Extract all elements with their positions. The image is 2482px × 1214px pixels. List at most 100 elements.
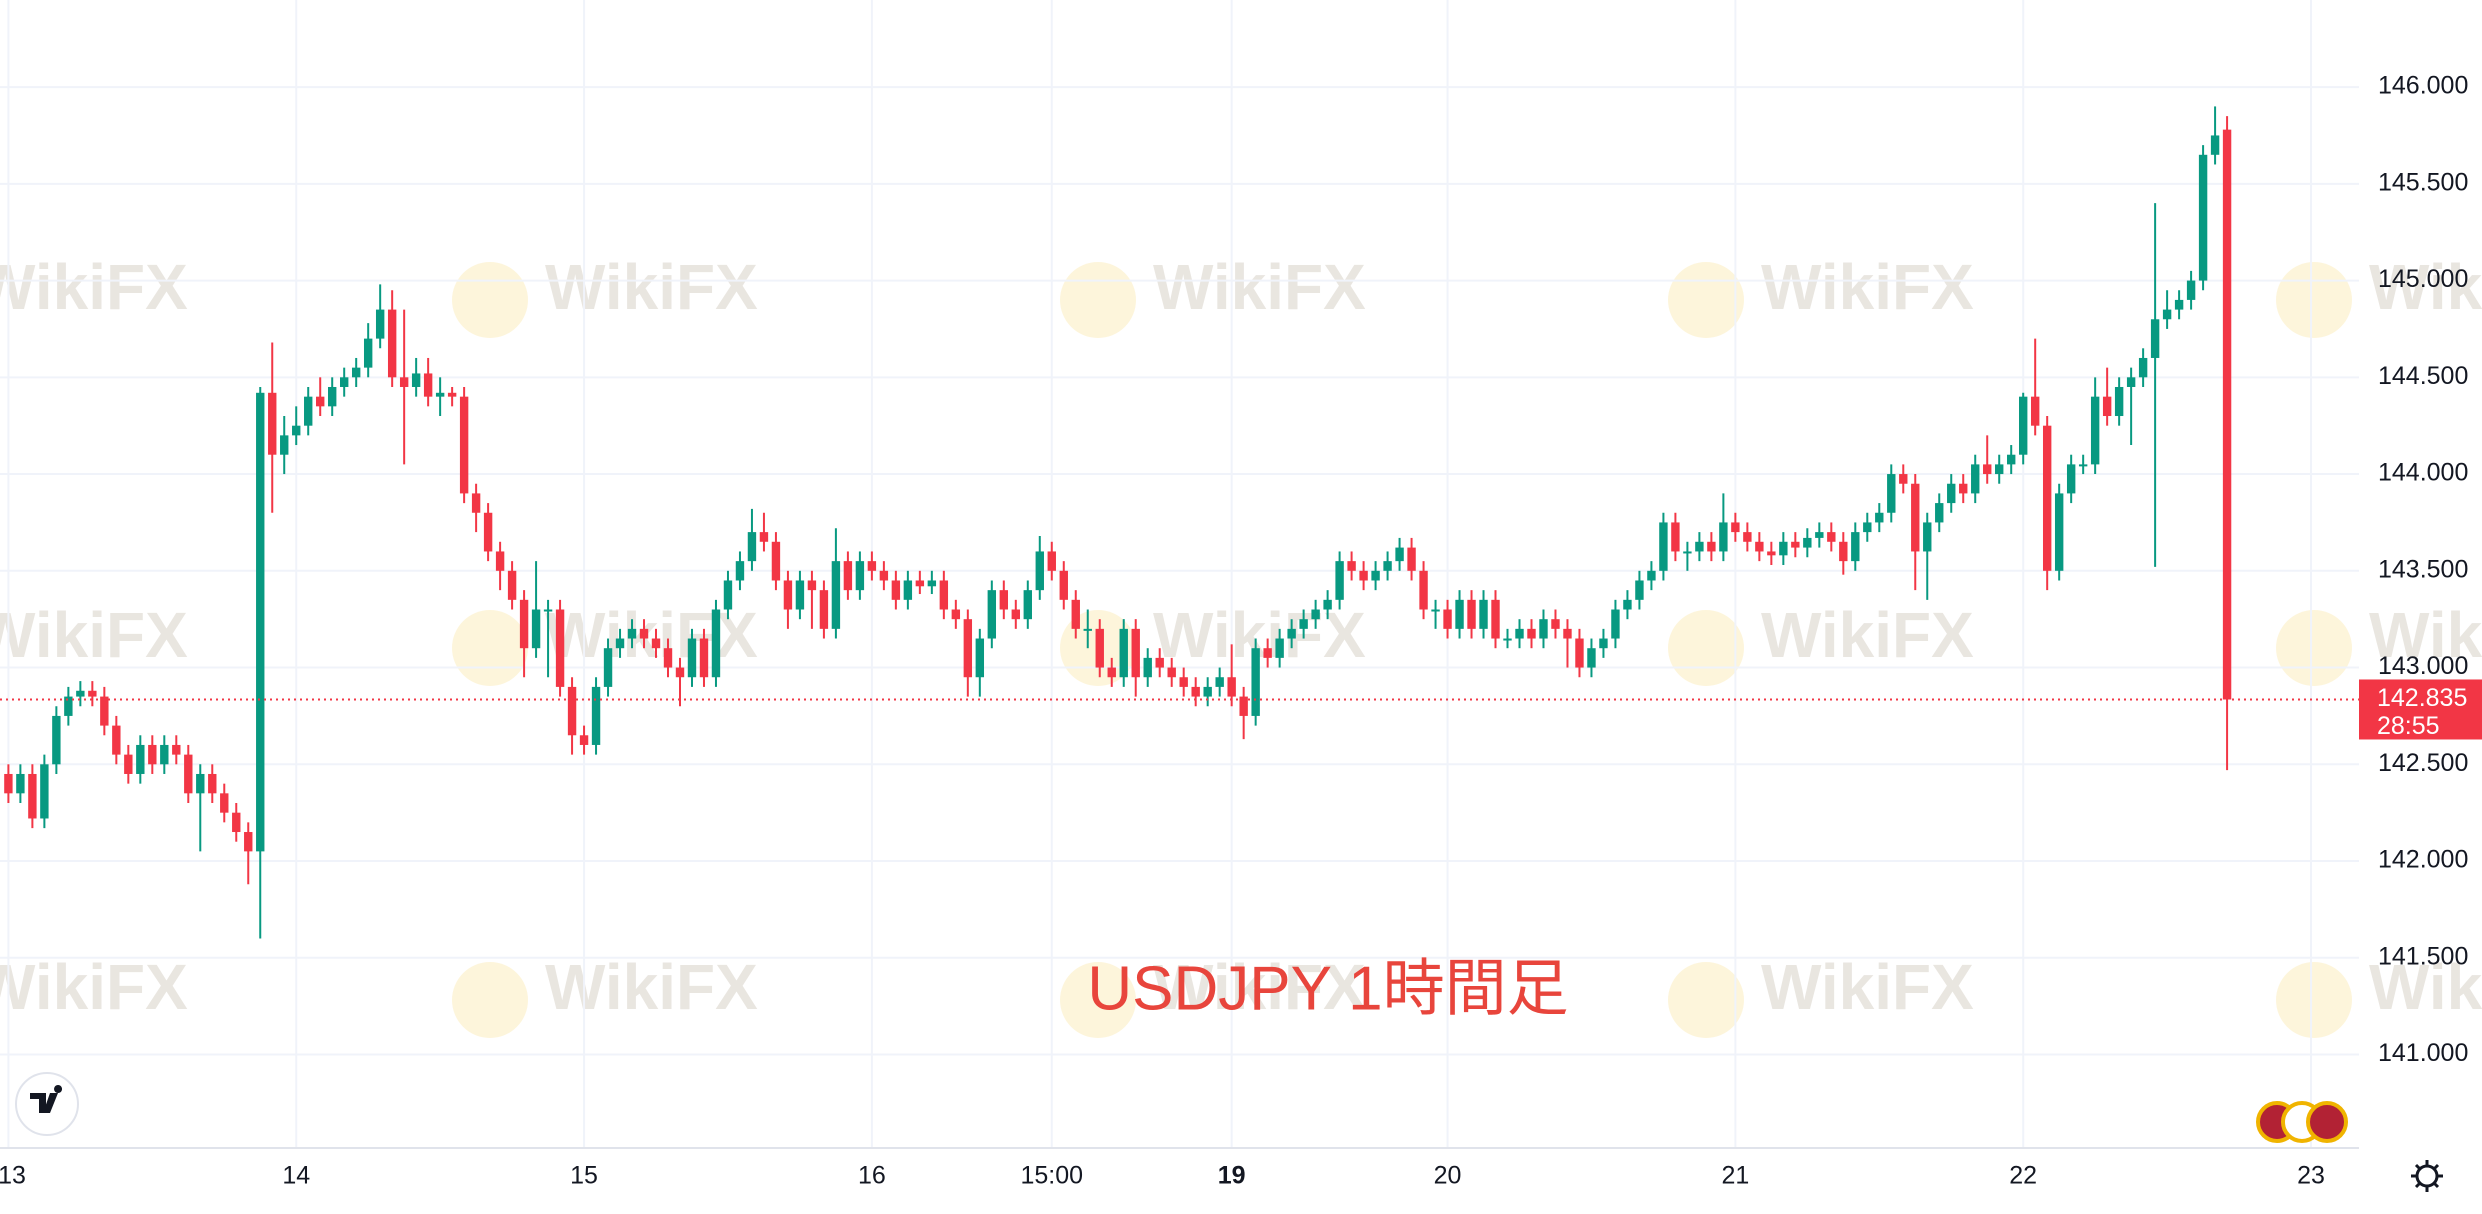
currency-flags[interactable] — [2256, 1101, 2348, 1143]
candle-body — [783, 580, 793, 610]
candle-body — [879, 570, 889, 581]
watermark-logo — [452, 962, 528, 1038]
candle-body — [1143, 657, 1152, 678]
candle-body — [1011, 609, 1020, 620]
candle-body — [1563, 628, 1572, 639]
tradingview-logo[interactable] — [15, 1072, 79, 1136]
candle-body — [387, 309, 397, 378]
candle-body — [1191, 686, 1200, 697]
candle-body — [1383, 561, 1392, 571]
flag — [2306, 1101, 2348, 1143]
candle-body — [2078, 464, 2088, 467]
candle-body — [112, 725, 121, 755]
candle-body — [1707, 541, 1716, 552]
candle-body — [2150, 319, 2160, 358]
candle-body — [1455, 599, 1464, 629]
candle-body — [1995, 464, 2004, 475]
candle-body — [1803, 537, 1812, 548]
candle-body — [1647, 570, 1656, 581]
watermark: WikiFX — [545, 951, 758, 1023]
candle-body — [4, 773, 13, 794]
candle-body — [100, 696, 109, 726]
candle-body — [2162, 309, 2172, 320]
candle-body — [1743, 532, 1752, 542]
watermark: WikiFX — [2369, 951, 2482, 1023]
candle-body — [2138, 357, 2148, 378]
watermark-logo — [1668, 610, 1744, 686]
watermark-logo — [1668, 262, 1744, 338]
y-tick-label: 141.000 — [2378, 1039, 2468, 1067]
y-tick-label: 142.000 — [2378, 846, 2468, 874]
candle-body — [687, 638, 697, 678]
candle-body — [1287, 628, 1296, 639]
candle-body — [759, 532, 769, 542]
candle-body — [292, 425, 301, 436]
candle-body — [867, 561, 877, 571]
candle-body — [531, 609, 541, 649]
candle-body — [1251, 648, 1260, 716]
candle-body — [88, 690, 97, 697]
candle-body — [903, 580, 913, 600]
candle-body — [1059, 570, 1068, 600]
candles — [0, 106, 2359, 939]
candle-body — [651, 638, 661, 649]
candle-body — [2210, 135, 2220, 155]
y-tick-label: 143.500 — [2378, 555, 2468, 583]
watermark: WikiFX — [1761, 951, 1974, 1023]
watermark: WikiFX — [545, 251, 758, 323]
candle-body — [807, 580, 817, 591]
watermark-logo — [1060, 262, 1136, 338]
candle-body — [459, 396, 469, 494]
candle-body — [1107, 667, 1116, 678]
candle-body — [1875, 512, 1884, 523]
candle-body — [951, 609, 961, 620]
candle-body — [2198, 154, 2208, 281]
candle-body — [172, 744, 181, 755]
candle-body — [220, 793, 229, 813]
candle-body — [2102, 396, 2112, 417]
settings-button[interactable] — [2411, 1160, 2443, 1192]
candle-body — [1899, 474, 1908, 484]
watermark: WikiFX — [0, 599, 188, 671]
candle-body — [2114, 386, 2124, 417]
candle-body — [1491, 599, 1500, 639]
candle-body — [1131, 628, 1140, 678]
watermark: WikiFX — [0, 251, 188, 323]
candle-body — [795, 580, 805, 610]
candle-body — [1863, 522, 1872, 533]
candle-body — [1407, 547, 1416, 571]
candle-body — [1611, 609, 1620, 639]
candle-body — [1623, 599, 1632, 610]
candle-body — [843, 561, 853, 591]
y-tick-label: 145.500 — [2378, 168, 2468, 196]
candle-body — [1443, 609, 1452, 629]
x-tick-label: 13 — [0, 1162, 26, 1190]
y-tick-label: 141.500 — [2378, 942, 2468, 970]
candle-body — [1815, 532, 1824, 538]
candle-body — [1539, 619, 1548, 639]
candle-body — [1587, 648, 1596, 668]
candle-body — [999, 590, 1009, 610]
gear-teeth — [2411, 1160, 2443, 1192]
last-price-box — [2359, 679, 2482, 740]
candle-body — [447, 392, 457, 397]
candle-body — [1659, 522, 1668, 571]
candle-body — [28, 773, 37, 819]
candle-body — [1155, 657, 1164, 668]
countdown-label: 28:55 — [2377, 712, 2440, 740]
candle-body — [1911, 483, 1920, 552]
y-tick-label: 144.500 — [2378, 362, 2468, 390]
x-tick-label: 23 — [2297, 1162, 2325, 1190]
candle-body — [375, 309, 385, 339]
candle-body — [831, 561, 841, 629]
candle-body — [1095, 628, 1104, 668]
candle-body — [2019, 396, 2028, 455]
candle-body — [1935, 503, 1944, 523]
candle-body — [2126, 377, 2136, 387]
watermark-logo — [2276, 610, 2352, 686]
candle-body — [483, 512, 493, 552]
candle-body — [52, 715, 61, 765]
candle-body — [771, 541, 781, 581]
candle-body — [1947, 483, 1956, 504]
